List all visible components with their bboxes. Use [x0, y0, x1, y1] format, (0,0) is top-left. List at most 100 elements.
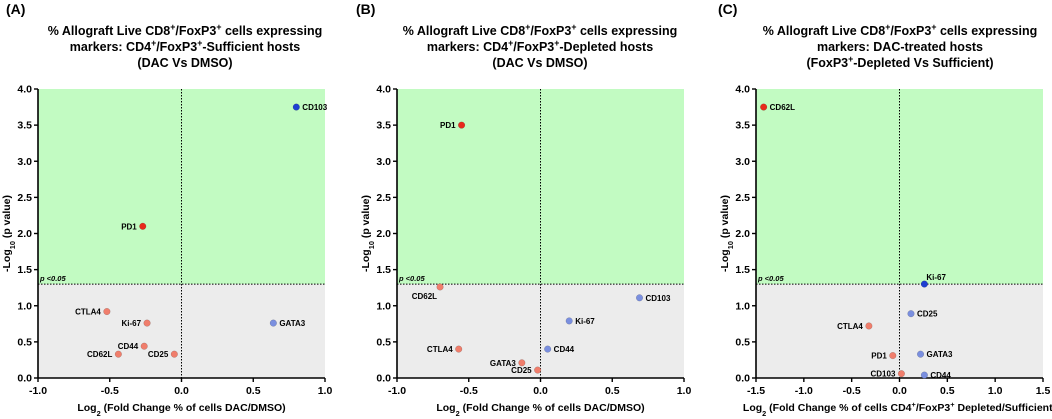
x-axis-label: Log2 (Fold Change % of cells DAC/DMSO) — [436, 402, 644, 418]
point-label: PD1 — [121, 222, 137, 231]
data-point-ctla4 — [103, 307, 111, 316]
chart-title-line-part: -Sufficient hosts — [202, 40, 300, 54]
chart-title-line-part: cells expressing — [936, 24, 1037, 38]
point-label: Ki-67 — [121, 319, 141, 328]
x-axis-label-part: 2 — [97, 409, 101, 418]
y-tick-label: 3.0 — [735, 156, 750, 168]
x-tick-label: 0.0 — [892, 385, 907, 397]
y-tick-label: 0.0 — [376, 373, 391, 385]
x-tick-label: 1.0 — [318, 385, 333, 397]
chart-title-line-part: + — [885, 22, 890, 32]
data-point-ki-67 — [143, 319, 151, 327]
y-axis-label-part: (p value) — [360, 195, 372, 241]
x-axis-label-part: (Fold Change % of cells DAC/DMSO) — [101, 402, 286, 414]
point-label: CD62L — [770, 103, 795, 112]
y-tick-label: 0.5 — [17, 336, 32, 348]
x-tick-label: -0.5 — [101, 385, 119, 397]
nonsignificant-region — [38, 284, 325, 378]
y-tick-label: 0.5 — [376, 336, 391, 348]
x-axis-label-part: /FoxP3 — [916, 402, 951, 414]
point-label: CD62L — [412, 292, 437, 301]
y-tick-label: 1.0 — [735, 300, 750, 312]
y-tick-label: 2.0 — [376, 228, 391, 240]
x-axis-label-part: + — [950, 400, 954, 409]
y-axis-label-part: -Log — [719, 249, 731, 272]
y-tick-label: 2.5 — [17, 192, 32, 204]
y-tick-label: 0.0 — [735, 373, 750, 385]
y-tick-label: 3.5 — [376, 120, 391, 132]
y-tick-label: 1.5 — [735, 264, 750, 276]
point-label: CTLA4 — [837, 322, 863, 331]
nonsignificant-region — [756, 284, 1043, 378]
data-point-cd103 — [897, 370, 905, 378]
x-tick-label: -0.5 — [460, 385, 478, 397]
x-axis-label-part: Log — [743, 402, 762, 414]
x-tick-label: 0.5 — [605, 385, 620, 397]
x-tick-label: -1.5 — [747, 385, 765, 397]
chart-title-line-part: /FoxP3 — [156, 40, 197, 54]
point-label: CTLA4 — [427, 345, 453, 354]
x-tick-label: 1.0 — [677, 385, 692, 397]
x-tick-label: 0.0 — [533, 385, 548, 397]
data-point-cd25 — [170, 350, 178, 358]
x-axis-label-part: Log — [77, 402, 96, 414]
point-label: CD103 — [646, 294, 671, 303]
chart-title-line-part: -Depleted hosts — [559, 40, 653, 54]
point-label: PD1 — [440, 121, 456, 130]
chart-title-line: (DAC Vs DMSO) — [492, 56, 587, 70]
x-axis-label-part: Depleted/Sufficient) — [955, 402, 1052, 414]
y-tick-label: 2.0 — [735, 228, 750, 240]
point-label: GATA3 — [490, 359, 516, 368]
chart-title-line-part: cells expressing — [576, 24, 677, 38]
y-axis-label-part: 10 — [367, 241, 376, 249]
data-point-ctla4 — [865, 322, 873, 330]
data-point-pd1 — [458, 121, 466, 129]
threshold-label: p <0.05 — [39, 274, 66, 283]
point-label: CD25 — [917, 310, 938, 319]
chart-title-line-part: /FoxP3 — [890, 24, 931, 38]
x-tick-label: 0.0 — [174, 385, 189, 397]
point-label: CD44 — [118, 342, 139, 351]
y-axis-label-part: 10 — [726, 241, 735, 249]
data-point-ki-67 — [920, 280, 928, 288]
data-point-cd44 — [920, 371, 928, 379]
data-point-cd44 — [140, 342, 148, 350]
y-tick-label: 4.0 — [735, 84, 750, 96]
y-tick-label: 3.0 — [376, 156, 391, 168]
y-axis-label: -Log10 (p value) — [719, 195, 735, 272]
data-point-cd25 — [907, 310, 915, 318]
x-tick-label: 1.0 — [988, 385, 1003, 397]
panel-label: (A) — [6, 1, 25, 17]
chart-title-line: (FoxP3+-Depleted Vs Sufficient) — [806, 54, 993, 70]
point-label: CTLA4 — [75, 308, 101, 317]
x-axis-label: Log2 (Fold Change % of cells DAC/DMSO) — [77, 402, 285, 418]
point-label: CD62L — [87, 350, 112, 359]
x-axis-label-part: Log — [436, 402, 455, 414]
y-tick-label: 4.0 — [17, 84, 32, 96]
y-tick-label: 0.0 — [17, 373, 32, 385]
chart-title-line-part: /FoxP3 — [530, 24, 571, 38]
data-point-gata3 — [518, 359, 526, 367]
point-label: CD44 — [554, 345, 575, 354]
chart-title-line-part: + — [525, 22, 530, 32]
chart-title-line-part: + — [216, 22, 221, 32]
chart-title-line-part: /FoxP3 — [175, 24, 216, 38]
chart-title-line-part: markers: DAC-treated hosts — [817, 40, 983, 54]
point-label: PD1 — [871, 352, 887, 361]
chart-title-line: markers: DAC-treated hosts — [817, 40, 983, 54]
x-tick-label: -0.5 — [843, 385, 861, 397]
chart-title-line-part: % Allograft Live CD8 — [48, 24, 171, 38]
y-axis-label-part: (p value) — [719, 195, 731, 241]
y-tick-label: 2.5 — [376, 192, 391, 204]
chart-title-line-part: (DAC Vs DMSO) — [492, 56, 587, 70]
x-tick-label: 0.5 — [246, 385, 261, 397]
x-axis-label-part: 2 — [456, 409, 460, 418]
data-point-cd62l — [760, 103, 768, 111]
chart-title-line: (DAC Vs DMSO) — [137, 56, 232, 70]
x-tick-label: -1.0 — [388, 385, 406, 397]
data-point-ki-67 — [565, 317, 573, 325]
x-tick-label: 1.5 — [1036, 385, 1051, 397]
y-tick-label: 1.5 — [17, 264, 32, 276]
data-point-cd25 — [534, 366, 542, 374]
